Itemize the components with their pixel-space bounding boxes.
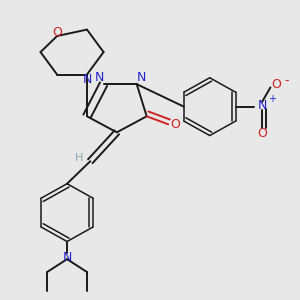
Text: O: O [257,128,267,140]
Text: N: N [62,251,72,264]
Text: +: + [268,94,276,103]
Text: N: N [82,73,92,86]
Text: -: - [285,74,289,87]
Text: N: N [257,98,267,112]
Text: N: N [137,71,146,84]
Text: O: O [52,26,62,39]
Text: N: N [95,71,104,84]
Text: O: O [272,78,281,91]
Text: H: H [74,153,83,163]
Text: O: O [170,118,180,131]
